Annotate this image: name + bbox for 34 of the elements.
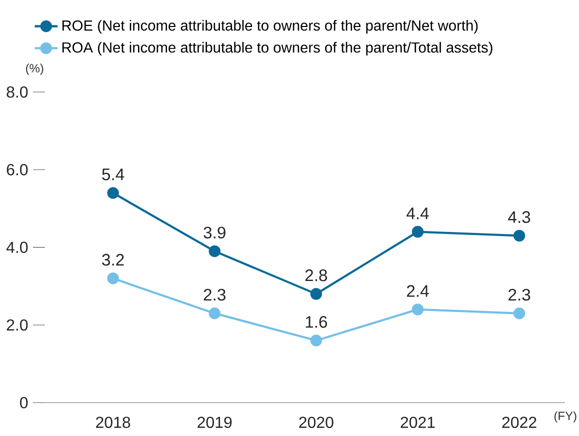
point [107, 187, 119, 199]
data-label: 2.3 [204, 288, 226, 301]
x-tick-label: 2018 [96, 416, 130, 428]
data-label: 3.9 [204, 226, 226, 239]
y-tick-label: 8.0 [6, 86, 28, 98]
point [513, 230, 526, 242]
data-label: 5.4 [102, 168, 124, 180]
data-label: 1.6 [306, 316, 328, 328]
y-axis-title: (%) [26, 64, 44, 75]
data-label: 2.4 [406, 285, 429, 297]
x-tick-label: 2021 [400, 416, 435, 428]
y-tick-label: 2.0 [6, 319, 28, 331]
data-label: 2.3 [508, 288, 530, 301]
point [107, 272, 119, 284]
data-label: 4.4 [406, 208, 429, 220]
x-tick-label: 2020 [299, 416, 334, 428]
point [208, 307, 220, 320]
point [412, 304, 424, 316]
x-tick-label: 2022 [502, 416, 536, 428]
x-tick-label: 2019 [198, 416, 232, 428]
data-label: 3.2 [102, 254, 124, 266]
data-label: 4.3 [508, 211, 530, 223]
point [412, 226, 424, 238]
point [310, 334, 322, 346]
y-tick-label: 4.0 [6, 242, 28, 253]
y-tick-label: 0 [20, 396, 28, 408]
point [208, 245, 220, 258]
point [513, 307, 526, 320]
x-axis-title: (FY) [554, 411, 576, 423]
point [310, 288, 322, 300]
legend-label: ROA (Net income attributable to owners of the parent/Total assets) [62, 42, 492, 56]
y-tick-label: 6.0 [6, 164, 28, 176]
data-label: 2.8 [305, 269, 328, 282]
legend-label: ROE (Net income attributable to owners of the parent/Net worth) [62, 20, 478, 34]
